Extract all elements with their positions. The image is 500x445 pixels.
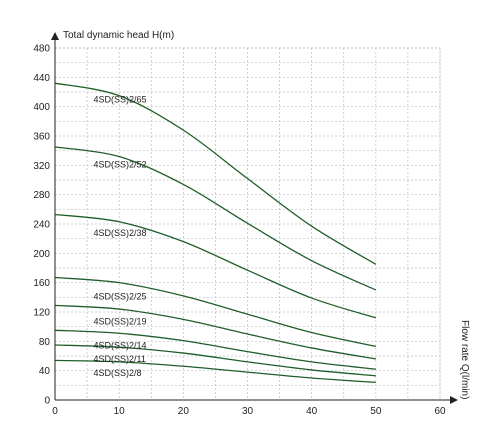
series-labels: 4SD(SS)2/65 4SD(SS)2/52 4SD(SS)2/38 4SD(SS)… <box>94 94 147 378</box>
series-label: 4SD(SS)2/25 <box>94 292 147 302</box>
series-label: 4SD(SS)2/14 <box>94 341 147 351</box>
series-line <box>54 213 377 319</box>
series-line <box>54 82 377 265</box>
y-tick-label: 320 <box>33 161 50 172</box>
y-tick-label: 160 <box>33 278 50 289</box>
x-tick-label: 0 <box>52 406 58 417</box>
y-tick-label: 280 <box>33 190 50 201</box>
y-tick-label: 40 <box>39 366 51 377</box>
series-line <box>54 304 376 360</box>
tick-labels: 0 10 20 30 40 50 60 0 40 80 120 160 200 240 280 320 360 4… <box>33 44 446 418</box>
y-tick-label: 240 <box>33 220 50 231</box>
series-line <box>54 276 376 348</box>
series-label: 4SD(SS)2/11 <box>94 354 146 364</box>
series-line <box>54 344 376 377</box>
y-axis-arrow <box>51 32 59 40</box>
y-tick-label: 120 <box>33 308 50 319</box>
x-tick-label: 30 <box>242 406 254 417</box>
x-tick-label: 50 <box>370 406 382 417</box>
series-line <box>54 329 376 370</box>
x-axis-title: Flow rate Q(l/min) <box>459 320 470 399</box>
y-tick-label: 360 <box>33 132 50 143</box>
axes <box>51 32 458 404</box>
series-label: 4SD(SS)2/38 <box>94 228 147 238</box>
series-line <box>54 146 377 291</box>
x-tick-label: 40 <box>306 406 318 417</box>
y-tick-label: 440 <box>33 73 50 84</box>
series-line <box>54 359 376 384</box>
x-tick-label: 60 <box>434 406 446 417</box>
x-tick-label: 20 <box>178 406 190 417</box>
x-axis-arrow <box>450 396 458 404</box>
y-axis-title: Total dynamic head H(m) <box>63 30 174 41</box>
y-tick-label: 80 <box>39 337 51 348</box>
series-lines <box>54 82 377 384</box>
y-tick-label: 480 <box>33 44 50 55</box>
series-label: 4SD(SS)2/19 <box>94 317 147 327</box>
x-tick-label: 10 <box>114 406 126 417</box>
series-label: 4SD(SS)2/65 <box>94 94 147 104</box>
series-label: 4SD(SS)2/52 <box>94 160 147 170</box>
series-label: 4SD(SS)2/8 <box>94 368 142 378</box>
y-tick-label: 200 <box>33 249 50 260</box>
y-tick-label: 0 <box>44 396 50 407</box>
y-tick-label: 400 <box>33 102 50 113</box>
